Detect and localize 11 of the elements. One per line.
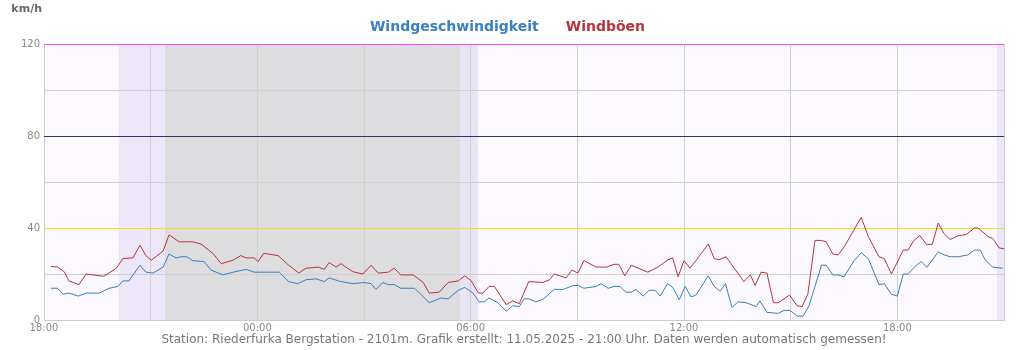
x-tick-label: 06:00 [456, 321, 486, 333]
x-tick-label: 18:00 [882, 321, 912, 333]
y-tick-label: 120 [20, 37, 40, 49]
text: Windgeschwindigkeit [369, 17, 540, 34]
x-tick-label: 12:00 [669, 321, 699, 333]
text: Station: Riederfurka Bergstation - 2101m. Grafik erstellt: 11.05.2025 - 21:00 Uhr. Daten werden automatisch gemessen! [161, 332, 887, 347]
x-tick-label: 00:00 [242, 321, 272, 333]
y-tick-label: 80 [27, 129, 40, 141]
y-tick-label: 40 [27, 221, 40, 233]
y-axis-title: km/h [11, 2, 42, 16]
text: Windböen [565, 17, 646, 34]
